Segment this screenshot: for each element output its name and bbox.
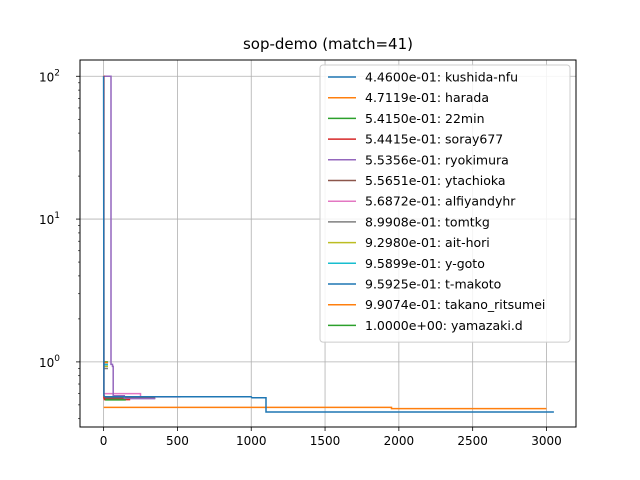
- legend-label: 5.4415e-01: soray677: [365, 132, 503, 147]
- legend-label: 9.9074e-01: takano_ritsumei: [365, 297, 545, 312]
- legend-label: 5.6872e-01: alfiyandyhr: [365, 194, 516, 209]
- legend-label: 5.5651e-01: ytachioka: [365, 173, 506, 188]
- legend-label: 9.5899e-01: y-goto: [365, 256, 485, 271]
- x-tick-label: 500: [166, 434, 189, 448]
- x-tick-label: 1500: [310, 434, 341, 448]
- x-tick-label: 2000: [384, 434, 415, 448]
- y-tick-exponent: 1: [54, 211, 60, 221]
- legend-label: 4.7119e-01: harada: [365, 90, 489, 105]
- x-tick-label: 3000: [531, 434, 562, 448]
- y-tick-base: 10: [39, 213, 54, 227]
- x-axis: 0 500 1000 1500 2000 2500 3000: [100, 427, 562, 448]
- legend-box: [319, 64, 571, 343]
- y-tick-base: 10: [39, 356, 54, 370]
- legend-label: 4.4600e-01: kushida-nfu: [365, 70, 518, 85]
- legend-label: 5.4150e-01: 22min: [365, 111, 485, 126]
- x-tick-label: 2500: [457, 434, 488, 448]
- chart-title: sop-demo (match=41): [243, 35, 413, 53]
- x-tick-label: 1000: [236, 434, 267, 448]
- legend-label: 9.2980e-01: ait-hori: [365, 235, 490, 250]
- y-tick-exponent: 0: [54, 354, 60, 364]
- y-tick-label: 102: [39, 68, 60, 84]
- legend: 4.4600e-01: kushida-nfu 4.7119e-01: harad…: [319, 64, 571, 343]
- legend-label: 9.5925e-01: t-makoto: [365, 277, 501, 292]
- y-tick-exponent: 2: [54, 68, 60, 78]
- plot-area: [102, 75, 554, 413]
- y-tick-base: 10: [39, 70, 54, 84]
- y-tick-label: 100: [39, 354, 60, 370]
- axes-frame: [79, 59, 577, 428]
- series-line-1: [103, 406, 547, 410]
- legend-label: 5.5356e-01: ryokimura: [365, 152, 509, 167]
- series-line-0: [102, 76, 554, 413]
- legend-label: 8.9908e-01: tomtkg: [365, 214, 490, 229]
- x-tick-label: 0: [100, 434, 108, 448]
- legend-label: 1.0000e+00: yamazaki.d: [365, 318, 523, 333]
- y-tick-label: 101: [39, 211, 60, 227]
